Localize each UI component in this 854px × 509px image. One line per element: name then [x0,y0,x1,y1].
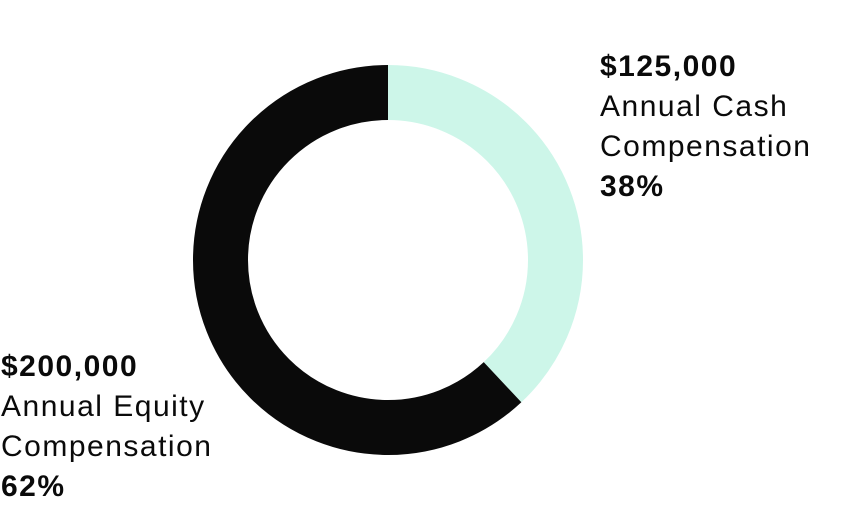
cash-compensation-label: $125,000 Annual Cash Compensation 38% [600,47,811,207]
equity-amount: $200,000 [1,350,139,383]
cash-name-line2: Compensation [600,130,812,163]
cash-percent: 38% [600,170,665,203]
donut-chart [193,65,583,455]
donut-slice-equity [193,65,583,455]
equity-percent: 62% [1,470,66,503]
cash-amount: $125,000 [600,50,738,83]
equity-compensation-label: $200,000 Annual Equity Compensation 62% [1,347,212,507]
equity-name-line1: Annual Equity [1,390,206,423]
equity-name-line2: Compensation [1,430,213,463]
cash-name-line1: Annual Cash [600,90,789,123]
